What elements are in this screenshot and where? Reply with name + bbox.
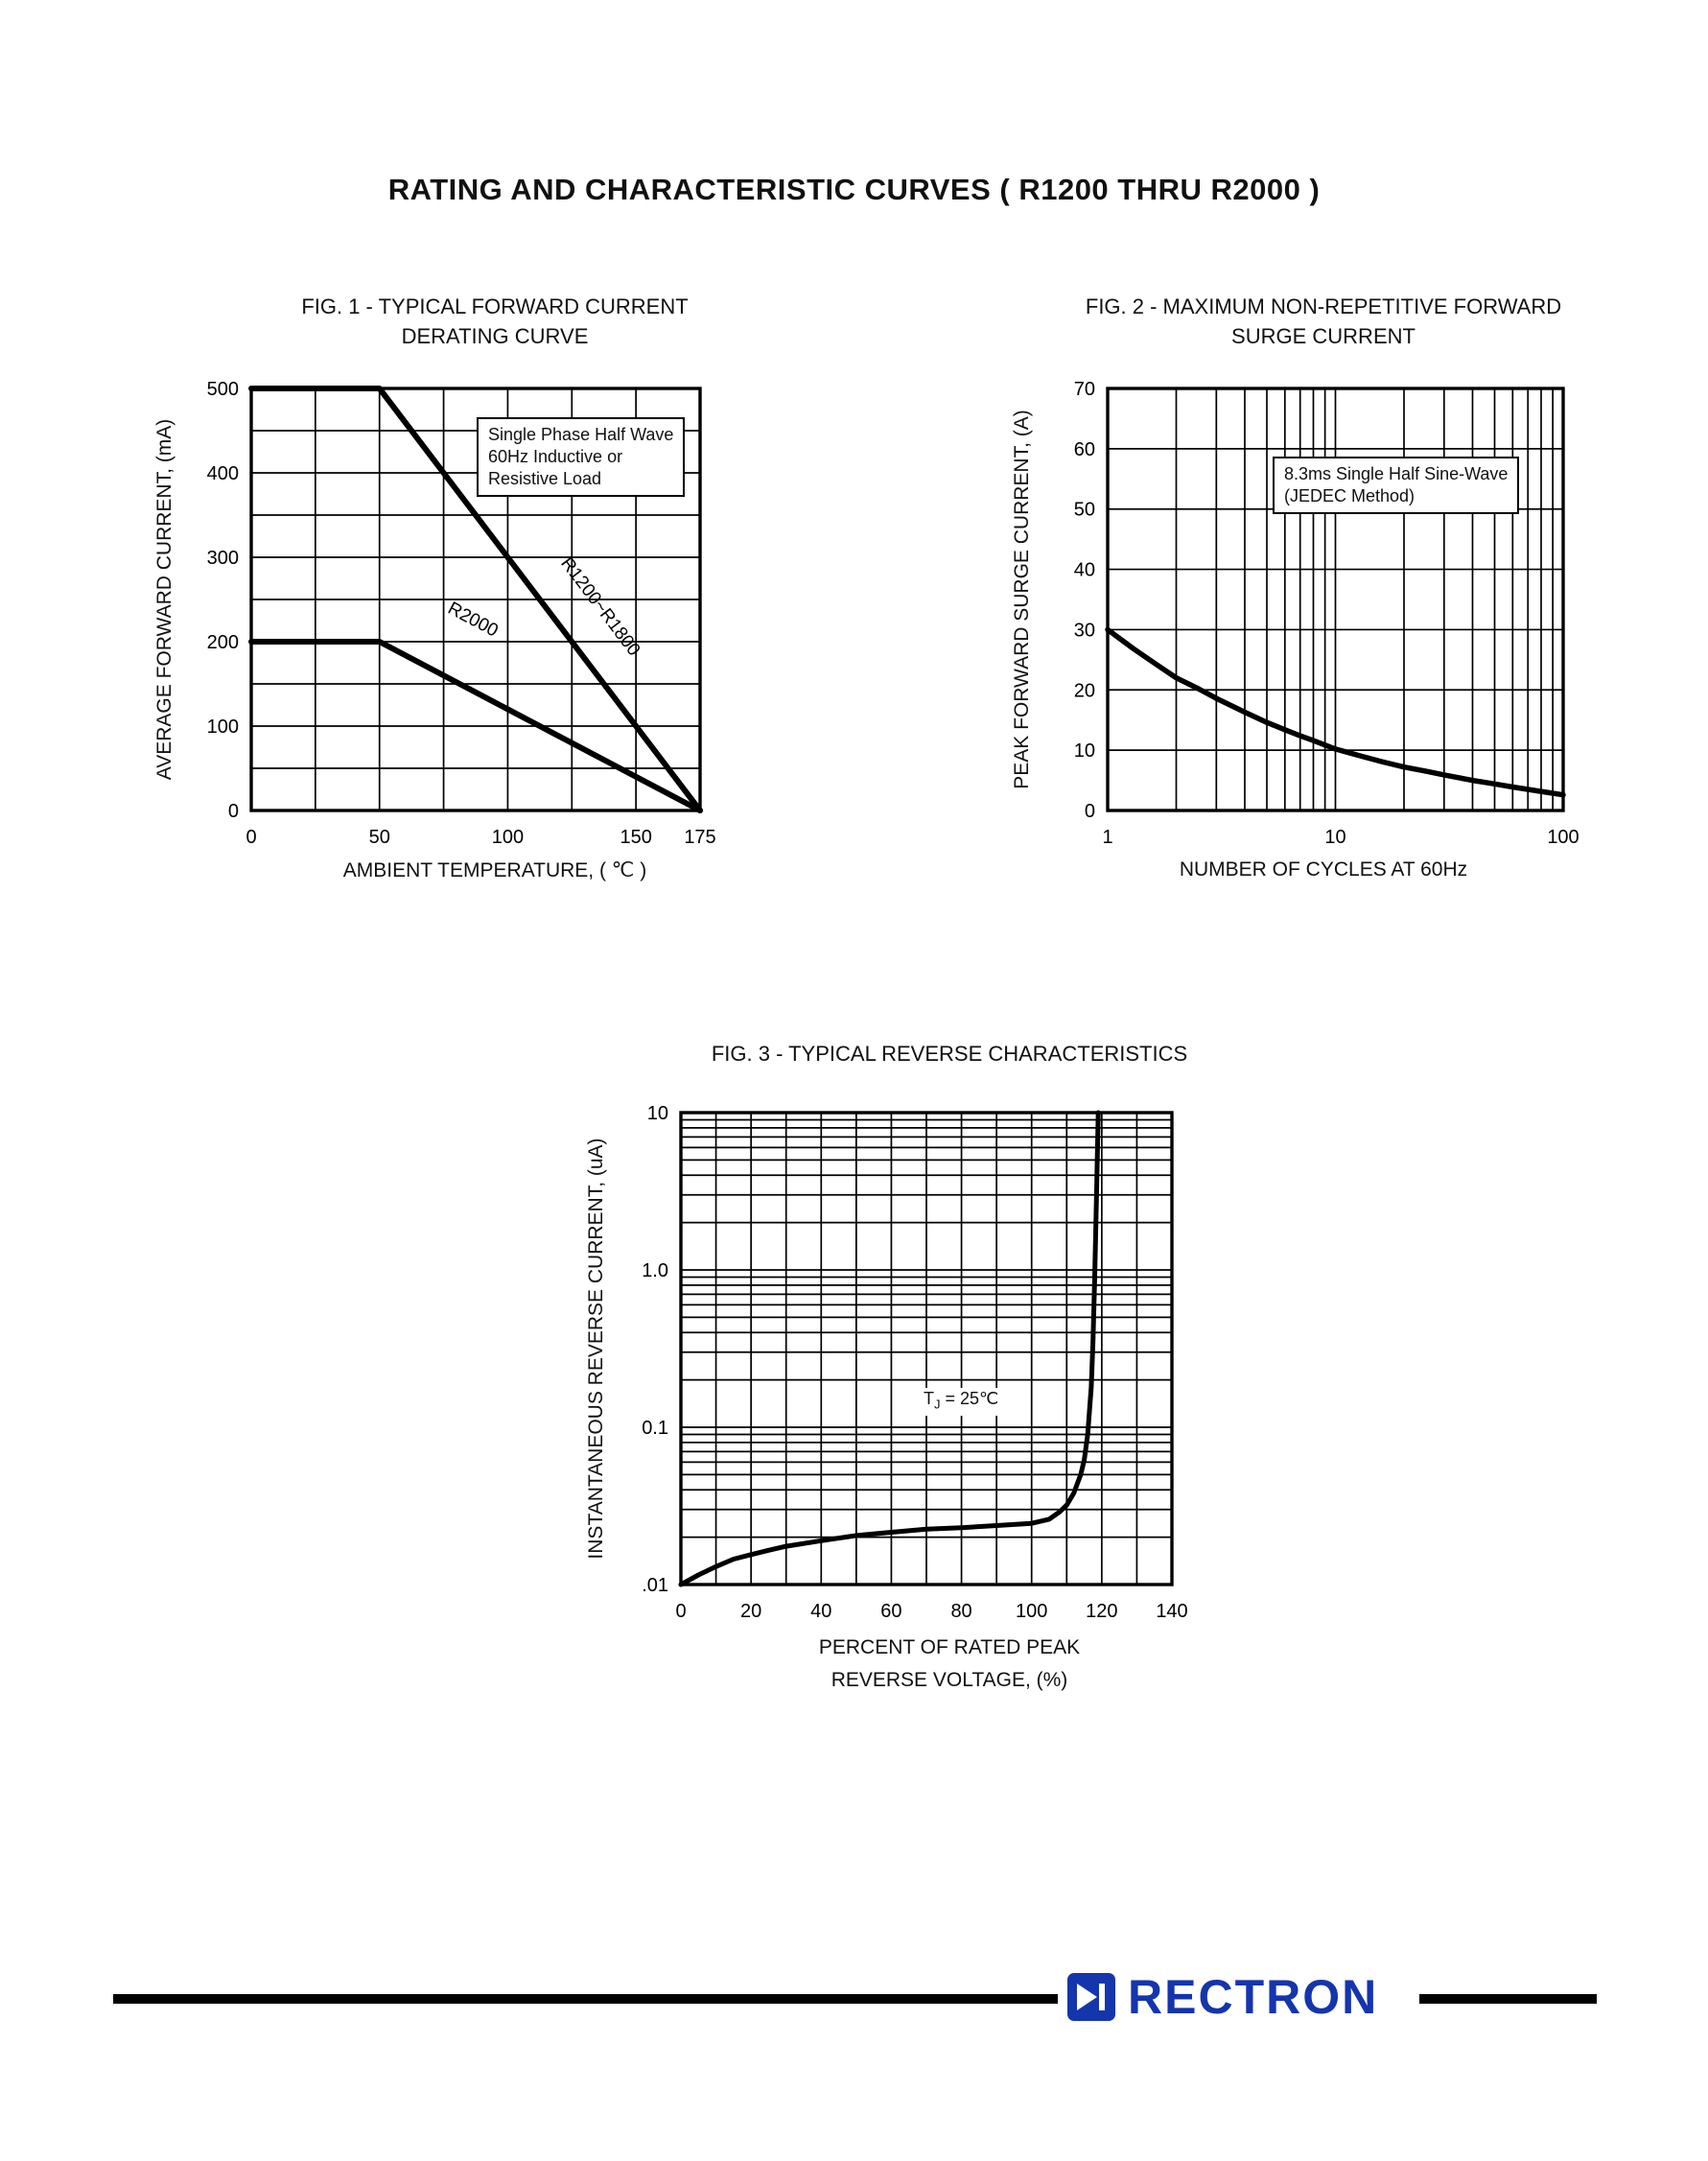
brand-wordmark: RECTRON [1128,1970,1379,2024]
tick-labels: 1 10 100 0 10 20 30 40 50 60 70 [1074,379,1579,848]
figure-3-title: FIG. 3 - TYPICAL REVERSE CHARACTERISTICS [711,1042,1188,1066]
svg-text:140: 140 [1156,1601,1187,1622]
svg-text:100: 100 [1016,1601,1047,1622]
figure-2-subtitle: SURGE CURRENT [1231,324,1416,348]
chart-annotation: TJ = 25℃ [924,1388,999,1416]
page-title: RATING AND CHARACTERISTIC CURVES ( R1200… [387,173,1321,206]
figure-1-title: FIG. 1 - TYPICAL FORWARD CURRENT [301,294,689,318]
svg-text:150: 150 [620,827,651,848]
svg-text:.01: .01 [642,1575,668,1596]
svg-text:200: 200 [207,632,239,653]
figure-2-title: FIG. 2 - MAXIMUM NON-REPETITIVE FORWARD [1085,294,1562,318]
figure-3-x-axis-label-line1: PERCENT OF RATED PEAK [818,1636,1081,1658]
svg-text:500: 500 [207,379,239,400]
svg-text:100: 100 [492,827,524,848]
svg-text:100: 100 [207,716,239,738]
svg-text:60: 60 [880,1601,901,1622]
series-curve-reverse-leakage [678,1110,1101,1587]
svg-text:20: 20 [1074,680,1095,701]
svg-text:300: 300 [207,548,239,569]
series-label: R1200~R1800 [556,553,643,660]
figure-3-x-axis-label-line2: REVERSE VOLTAGE, (%) [831,1669,1068,1691]
chart-annotation: Single Phase Half Wave 60Hz Inductive or R… [477,417,686,497]
footer-rule-right [1419,1994,1597,2004]
svg-text:1.0: 1.0 [642,1260,668,1281]
figure-1: FIG. 1 - TYPICAL FORWARD CURRENT DERATIN… [115,288,806,921]
tick-labels: 0 50 100 150 175 0 100 200 300 400 500 [207,379,716,848]
diode-symbol-icon [1067,1973,1115,2021]
plot-frame [249,387,702,812]
figure-3-chart: 0 20 40 60 80 100 120 140 10 1.0 0.1 .01 [642,1103,1188,1622]
svg-text:0: 0 [228,801,239,822]
svg-text:1: 1 [1102,827,1112,848]
svg-text:40: 40 [1074,560,1095,581]
svg-text:50: 50 [1074,500,1095,521]
svg-text:10: 10 [1324,827,1345,848]
series-curve-R1200~R1800 [248,386,703,813]
svg-text:10: 10 [647,1103,668,1124]
svg-text:50: 50 [369,827,390,848]
footer-rule-left [113,1994,1058,2004]
svg-text:70: 70 [1074,379,1095,400]
svg-text:175: 175 [684,827,715,848]
svg-text:0: 0 [1085,801,1095,822]
figure-1-x-axis-label: AMBIENT TEMPERATURE, ( ℃ ) [342,859,647,881]
chart-annotation: 8.3ms Single Half Sine-Wave (JEDEC Method… [1273,457,1520,514]
svg-text:10: 10 [1074,740,1095,762]
svg-text:0: 0 [675,1601,686,1622]
svg-text:40: 40 [810,1601,831,1622]
svg-text:60: 60 [1074,439,1095,460]
rectron-logo-icon [1066,1972,1116,2027]
svg-text:100: 100 [1547,827,1579,848]
figure-3: FIG. 3 - TYPICAL REVERSE CHARACTERISTICS… [575,1041,1285,1731]
series-label: R2000 [444,599,501,642]
svg-text:120: 120 [1086,1601,1117,1622]
plot-frame [679,1111,1174,1586]
figure-2: FIG. 2 - MAXIMUM NON-REPETITIVE FORWARD … [997,288,1669,921]
tick-labels: 0 20 40 60 80 100 120 140 10 1.0 0.1 .01 [642,1103,1188,1622]
plot-frame [1106,387,1565,812]
series-curve-surge-current [1105,626,1566,798]
figure-2-chart: 1 10 100 0 10 20 30 40 50 60 70 [1074,379,1579,848]
svg-text:0: 0 [246,827,256,848]
svg-text:0.1: 0.1 [642,1418,668,1439]
svg-text:400: 400 [207,463,239,484]
figure-2-x-axis-label: NUMBER OF CYCLES AT 60Hz [1179,858,1468,881]
svg-text:30: 30 [1074,620,1095,641]
series-curve-R2000 [248,639,703,813]
svg-text:80: 80 [950,1601,971,1622]
svg-text:20: 20 [740,1601,761,1622]
figure-1-subtitle: DERATING CURVE [401,324,589,348]
